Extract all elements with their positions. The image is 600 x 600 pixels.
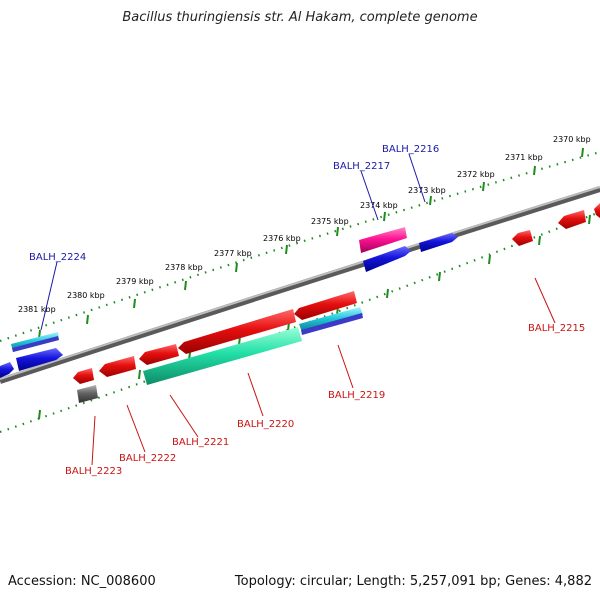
kbp-label: 2373 kbp — [408, 186, 446, 195]
gene-balh-2216[interactable] — [419, 233, 458, 252]
gene-balh-2223-pseudo[interactable] — [77, 385, 98, 403]
gene-balh-2223-red[interactable] — [73, 368, 94, 384]
kbp-label: 2381 kbp — [18, 305, 56, 314]
kbp-label: 2379 kbp — [116, 277, 154, 286]
topology-text: Topology: circular; Length: 5,257,091 bp… — [234, 574, 592, 589]
kbp-label: 2374 kbp — [360, 201, 398, 210]
genome-title: Bacillus thuringiensis str. Al Hakam, co… — [122, 10, 478, 25]
gene-red-right-2[interactable] — [594, 203, 600, 218]
gene-balh-2219[interactable] — [299, 307, 363, 332]
kbp-label: 2380 kbp — [67, 291, 105, 300]
genome-backbone-highlight — [0, 186, 600, 380]
gene-label-balh-2215[interactable]: BALH_2215 — [528, 323, 585, 334]
gene-red-long-1[interactable] — [294, 291, 357, 320]
kbp-label: 2375 kbp — [311, 217, 349, 226]
kbp-label: 2376 kbp — [263, 234, 301, 243]
gene-label-balh-2216[interactable]: BALH_2216 — [382, 144, 439, 155]
label-leaders — [40, 153, 556, 466]
gene-red-right-1[interactable] — [558, 210, 586, 229]
gene-balh-2220[interactable] — [143, 327, 302, 385]
gene-label-balh-2219[interactable]: BALH_2219 — [328, 390, 385, 401]
gene-balh-2222[interactable] — [99, 356, 136, 377]
gene-label-balh-2221[interactable]: BALH_2221 — [172, 437, 229, 448]
kbp-label: 2378 kbp — [165, 263, 203, 272]
gene-balh-2221[interactable] — [139, 344, 179, 365]
gene-rna-pink[interactable] — [359, 227, 407, 253]
gene-balh-2217[interactable] — [363, 246, 411, 272]
gene-label-balh-2224[interactable]: BALH_2224 — [29, 252, 86, 263]
gene-balh-2215[interactable] — [512, 230, 533, 246]
gene-label-balh-2222[interactable]: BALH_2222 — [119, 453, 176, 464]
kbp-labels: 2370 kbp 2371 kbp 2372 kbp 2373 kbp 2374… — [18, 135, 591, 314]
forward-genes — [0, 227, 458, 378]
kbp-label: 2372 kbp — [457, 170, 495, 179]
kbp-label: 2370 kbp — [553, 135, 591, 144]
kbp-label: 2377 kbp — [214, 249, 252, 258]
genome-backbone — [0, 186, 600, 384]
gene-label-balh-2223[interactable]: BALH_2223 — [65, 466, 122, 477]
gene-balh-2219-under — [301, 313, 363, 335]
gene-forward-blue-left[interactable] — [16, 348, 63, 371]
gene-label-balh-2220[interactable]: BALH_2220 — [237, 419, 294, 430]
kbp-label: 2371 kbp — [505, 153, 543, 162]
gene-labels: BALH_2216 BALH_2217 BALH_2224 BALH_2215 … — [29, 144, 585, 477]
gene-red-long-2[interactable] — [178, 309, 296, 354]
tick-track-forward — [0, 150, 600, 343]
accession-text: Accession: NC_008600 — [8, 574, 156, 589]
gene-balh-2224-under — [12, 336, 59, 352]
gene-label-balh-2217[interactable]: BALH_2217 — [333, 161, 390, 172]
gene-forward-blue-edge[interactable] — [0, 362, 14, 378]
reverse-genes — [73, 203, 600, 403]
